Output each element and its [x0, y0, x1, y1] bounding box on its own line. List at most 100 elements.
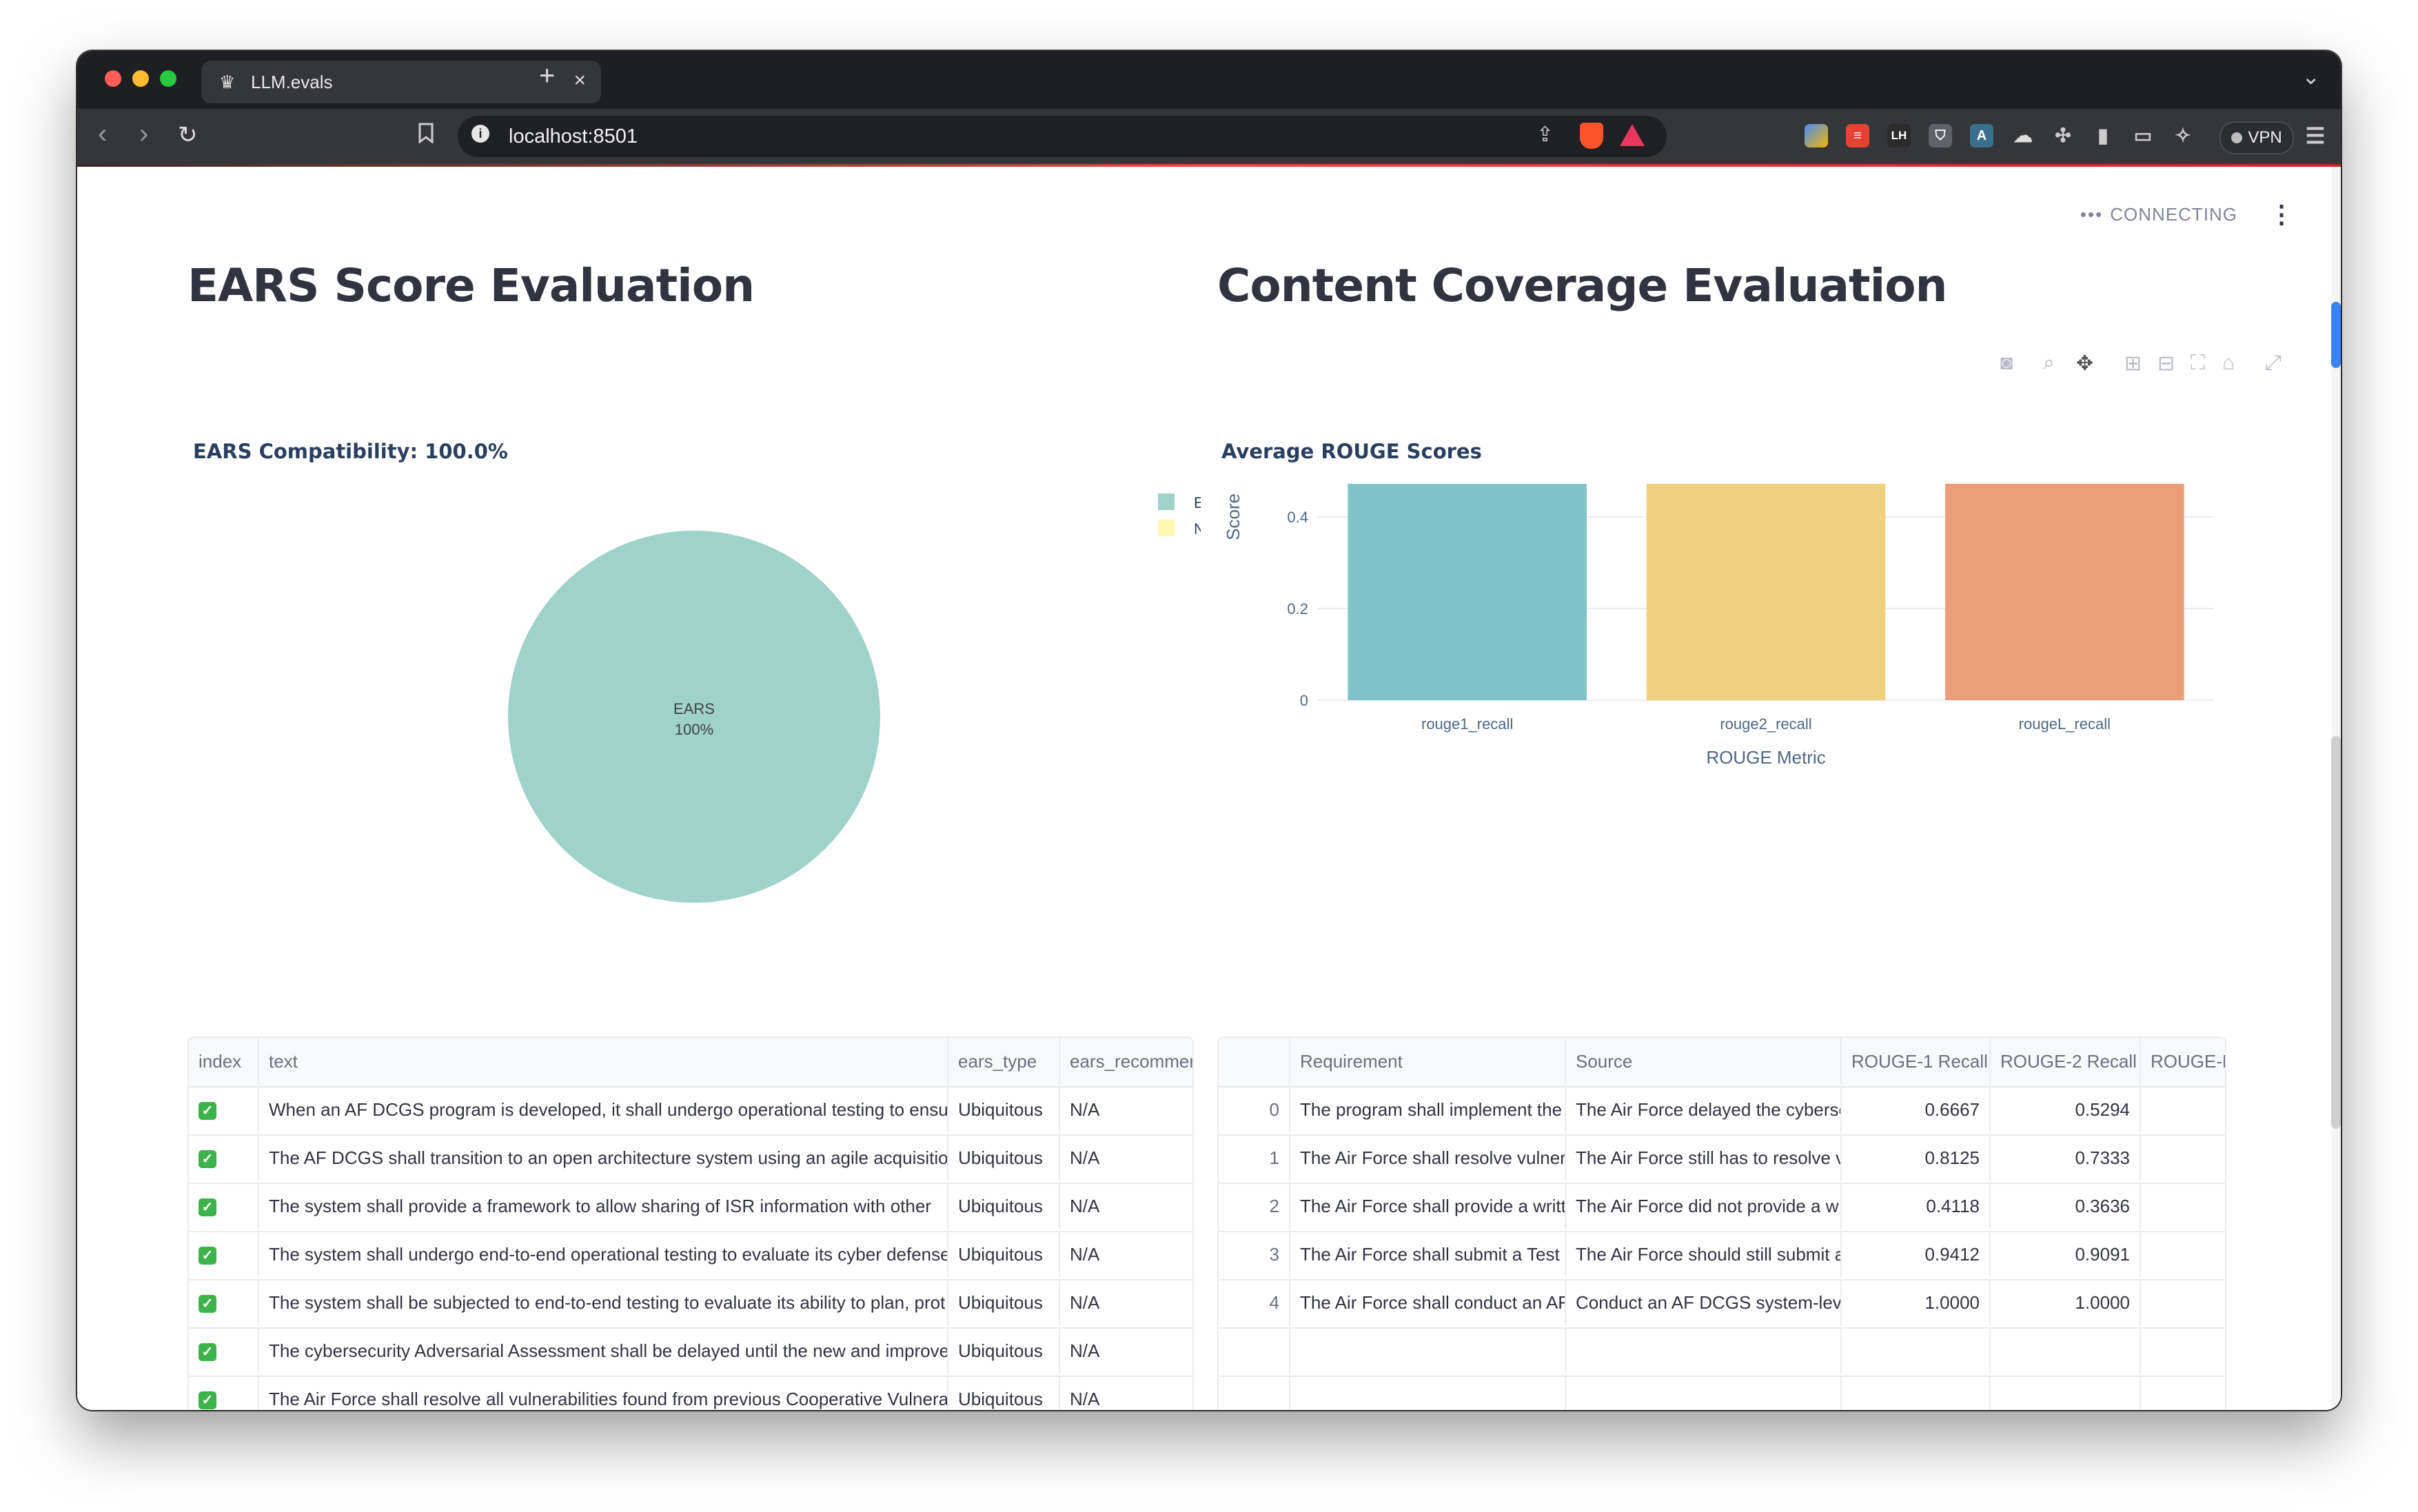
ears-recommendation-cell[interactable]: N/A	[1070, 1196, 1100, 1216]
row-index-cell[interactable]: 2	[1219, 1183, 1290, 1229]
chevron-down-icon[interactable]: ⌄	[2302, 64, 2320, 89]
ears-recommendation-cell[interactable]: N/A	[1070, 1340, 1100, 1361]
menu-icon[interactable]: ☰	[2305, 123, 2326, 148]
zoom-in-icon[interactable]: ⊞	[2124, 352, 2142, 375]
rouge2-cell[interactable]	[1991, 1327, 2141, 1374]
table-row[interactable]: ✓ The system shall undergo end-to-end ope…	[189, 1231, 1192, 1280]
new-tab-icon[interactable]: +	[539, 61, 556, 91]
sidebar-icon[interactable]: ▮	[2097, 125, 2109, 146]
bookmark-icon[interactable]	[412, 123, 440, 150]
ears-recommendation-cell[interactable]: N/A	[1070, 1292, 1100, 1313]
brave-shield-icon[interactable]	[1580, 123, 1603, 149]
source-cell[interactable]	[1566, 1376, 1842, 1410]
rouge1-cell[interactable]: 0.8125	[1842, 1134, 1991, 1181]
rougeL-cell[interactable]	[2141, 1134, 2225, 1181]
table-row[interactable]: ✓ The AF DCGS shall transition to an open…	[189, 1134, 1192, 1184]
ears-recommendation-cell[interactable]: N/A	[1070, 1244, 1100, 1265]
bar-rouge1_recall[interactable]	[1348, 484, 1587, 700]
scrollbar-thumb[interactable]	[2331, 736, 2341, 1129]
rouge1-cell[interactable]: 0.6667	[1842, 1086, 1991, 1133]
ears-type-cell[interactable]: Ubiquitous	[948, 1279, 1060, 1326]
text-cell[interactable]: The AF DCGS shall transition to an open …	[259, 1134, 948, 1181]
leo-ai-icon[interactable]: ✧	[2175, 125, 2191, 146]
table-row[interactable]: 3 The Air Force shall submit a Test a The …	[1219, 1231, 2225, 1280]
col-header-ears-recommendation[interactable]: ears_recommen	[1070, 1051, 1192, 1072]
col-header-ears-type[interactable]: ears_type	[948, 1038, 1060, 1085]
wallet-icon[interactable]: ▭	[2133, 125, 2153, 146]
table-row[interactable]: 0 The program shall implement the The Air …	[1219, 1086, 2225, 1136]
ears-type-cell[interactable]: Ubiquitous	[948, 1086, 1060, 1133]
source-cell[interactable]: Conduct an AF DCGS system-leve	[1566, 1279, 1842, 1326]
close-tab-icon[interactable]: ×	[573, 69, 586, 92]
text-cell[interactable]: When an AF DCGS program is developed, it…	[259, 1086, 948, 1133]
source-cell[interactable]: The Air Force delayed the cyberse	[1566, 1086, 1842, 1133]
zoom-out-icon[interactable]: ⊟	[2157, 352, 2175, 375]
share-icon[interactable]: ⇪	[1536, 123, 1554, 146]
forward-icon[interactable]: ›	[139, 119, 149, 149]
extension-lh-icon[interactable]: LH	[1887, 124, 1911, 147]
index-cell[interactable]: ✓	[189, 1231, 259, 1278]
table-row[interactable]: 2 The Air Force shall provide a writt The …	[1219, 1183, 2225, 1232]
rouge2-cell[interactable]: 1.0000	[1991, 1279, 2141, 1326]
legend-swatch-non-ears[interactable]	[1158, 520, 1175, 536]
rouge2-cell[interactable]: 0.5294	[1991, 1086, 2141, 1133]
row-index-cell[interactable]: 0	[1219, 1086, 1290, 1133]
back-icon[interactable]: ‹	[98, 119, 108, 149]
source-cell[interactable]: The Air Force still has to resolve v	[1566, 1134, 1842, 1181]
table-row[interactable]: 4 The Air Force shall conduct an AF Conduc…	[1219, 1279, 2225, 1329]
text-cell[interactable]: The cybersecurity Adversarial Assessment…	[259, 1327, 948, 1374]
table-row[interactable]: ✓ The system shall be subjected to end-to…	[189, 1279, 1192, 1329]
table-row[interactable]: ✓ When an AF DCGS program is developed, i…	[189, 1086, 1192, 1136]
rouge1-cell[interactable]	[1842, 1327, 1991, 1374]
row-index-cell[interactable]: 3	[1219, 1231, 1290, 1278]
table-row[interactable]: ✓ The Air Force shall resolve all vulnera…	[189, 1376, 1192, 1410]
zoom-icon[interactable]: ⌕	[2043, 351, 2055, 374]
rouge2-cell[interactable]	[1991, 1376, 2141, 1410]
col-header-rouge1[interactable]: ROUGE-1 Recall	[1842, 1038, 1991, 1085]
text-cell[interactable]: The system shall undergo end-to-end oper…	[259, 1231, 948, 1278]
extension-a-icon[interactable]: A	[1970, 124, 1993, 147]
rouge1-cell[interactable]: 0.9412	[1842, 1231, 1991, 1278]
extension-cloud-icon[interactable]: ☁	[2013, 125, 2033, 146]
source-cell[interactable]: The Air Force did not provide a w	[1566, 1183, 1842, 1229]
table-row[interactable]: ✓ The cybersecurity Adversarial Assessmen…	[189, 1327, 1192, 1377]
text-cell[interactable]: The system shall be subjected to end-to-…	[259, 1279, 948, 1326]
extension-todoist-icon[interactable]: ≡	[1846, 124, 1869, 147]
bar-rouge2_recall[interactable]	[1646, 484, 1886, 700]
requirement-cell[interactable]: The program shall implement the	[1290, 1086, 1566, 1133]
rougeL-cell[interactable]	[2141, 1086, 2225, 1133]
requirement-cell[interactable]: The Air Force shall provide a writt	[1290, 1183, 1566, 1229]
requirement-cell[interactable]: The Air Force shall conduct an AF	[1290, 1279, 1566, 1326]
source-cell[interactable]: The Air Force should still submit a	[1566, 1231, 1842, 1278]
row-index-cell[interactable]	[1219, 1327, 1290, 1374]
legend-label-non-ears[interactable]: Non-EARS	[1194, 520, 1201, 538]
extension-multicolor-icon[interactable]	[1805, 124, 1828, 147]
text-cell[interactable]: The Air Force shall resolve all vulnerab…	[259, 1376, 948, 1410]
index-cell[interactable]: ✓	[189, 1279, 259, 1326]
rougeL-cell[interactable]	[2141, 1376, 2225, 1410]
brave-rewards-icon[interactable]	[1620, 124, 1645, 146]
ears-type-cell[interactable]: Ubiquitous	[948, 1327, 1060, 1374]
row-index-cell[interactable]: 1	[1219, 1134, 1290, 1181]
table-row[interactable]: 1 The Air Force shall resolve vulner The A…	[1219, 1134, 2225, 1184]
browser-tab[interactable]: ♛ LLM.evals ×	[201, 61, 601, 103]
requirement-cell[interactable]: The Air Force shall submit a Test a	[1290, 1231, 1566, 1278]
reload-icon[interactable]: ↻	[178, 122, 198, 148]
requirement-cell[interactable]	[1290, 1327, 1566, 1374]
bar-rougeL_recall[interactable]	[1945, 484, 2184, 700]
rouge2-cell[interactable]: 0.9091	[1991, 1231, 2141, 1278]
vpn-button[interactable]: VPN	[2219, 121, 2294, 154]
reset-axes-icon[interactable]: ⌂	[2222, 351, 2235, 374]
index-cell[interactable]: ✓	[189, 1086, 259, 1133]
site-info-icon[interactable]: i	[471, 125, 489, 143]
row-index-cell[interactable]	[1219, 1376, 1290, 1410]
requirement-cell[interactable]	[1290, 1376, 1566, 1410]
maximize-window-button[interactable]	[160, 70, 176, 87]
col-header-rougeL[interactable]: ROUGE-L	[2151, 1051, 2225, 1072]
rouge1-cell[interactable]	[1842, 1376, 1991, 1410]
col-header-text[interactable]: text	[259, 1038, 948, 1085]
rouge2-cell[interactable]: 0.7333	[1991, 1134, 2141, 1181]
ears-type-cell[interactable]: Ubiquitous	[948, 1134, 1060, 1181]
rouge1-cell[interactable]: 1.0000	[1842, 1279, 1991, 1326]
ears-type-cell[interactable]: Ubiquitous	[948, 1376, 1060, 1410]
